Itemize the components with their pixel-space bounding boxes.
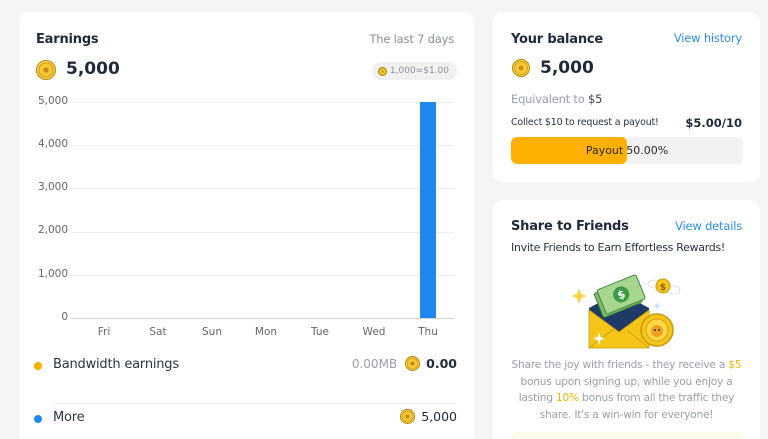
equivalent-label: Equivalent to xyxy=(511,92,585,106)
legend-label: More xyxy=(53,410,85,425)
share-card: Share to Friends View details Invite Fri… xyxy=(493,200,760,439)
share-description: Share the joy with friends - they receiv… xyxy=(507,357,746,423)
coin-icon xyxy=(512,59,530,77)
coin-icon xyxy=(405,356,421,371)
coin-icon xyxy=(36,60,56,80)
desc-highlight: $5 xyxy=(728,359,742,371)
gridline xyxy=(71,145,454,146)
svg-text:$: $ xyxy=(615,287,627,302)
earnings-total: 5,000 xyxy=(66,59,120,79)
share-subtitle: Invite Friends to Earn Effortless Reward… xyxy=(511,241,725,254)
earnings-title: Earnings xyxy=(36,32,99,47)
earnings-card: Earnings The last 7 days 5,000 1,000=$1.… xyxy=(19,12,474,439)
equivalent-value: $5 xyxy=(588,92,603,106)
progress-ratio: $5.00/10 xyxy=(685,116,742,130)
balance-total: 5,000 xyxy=(540,58,594,78)
legend-value: 0.00 xyxy=(426,356,457,371)
x-tick: Sat xyxy=(149,326,167,338)
desc-highlight: 10% xyxy=(556,392,579,404)
balance-title: Your balance xyxy=(511,32,604,47)
divider xyxy=(53,403,455,404)
view-history-link[interactable]: View history xyxy=(673,31,742,45)
view-details-link[interactable]: View details xyxy=(675,219,742,233)
desc-text: bonus from all the traffic they share. I… xyxy=(539,392,735,421)
desc-text: bonus upon signing up, while you enjoy a… xyxy=(518,375,733,405)
payout-progress-fill xyxy=(511,137,627,164)
bar-thu[interactable] xyxy=(420,102,436,318)
payout-progress-label: Payout 50.00% xyxy=(511,137,743,164)
gridline xyxy=(71,275,454,276)
legend-value: 5,000 xyxy=(421,409,457,424)
svg-text:$: $ xyxy=(660,283,666,293)
equivalent-text: Equivalent to $5 xyxy=(511,92,602,106)
gridline xyxy=(71,188,454,189)
balance-card: Your balance View history 5,000 Equivale… xyxy=(493,12,760,182)
x-tick: Thu xyxy=(418,326,438,338)
y-tick: 1,000 xyxy=(37,268,68,280)
y-tick: 5,000 xyxy=(37,95,68,107)
gridline xyxy=(71,102,454,103)
payout-progress-bar: Payout 50.00% xyxy=(511,137,743,164)
earnings-bar-chart: 5,000 4,000 3,000 2,000 1,000 0 Fri Sat … xyxy=(19,92,474,352)
legend-label: Bandwidth earnings xyxy=(53,357,179,372)
x-tick: Mon xyxy=(254,326,278,338)
x-axis-line xyxy=(71,318,454,319)
x-tick: Tue xyxy=(311,326,329,338)
progress-percent: 50.00% xyxy=(626,144,669,157)
y-tick: 4,000 xyxy=(37,138,68,150)
share-title: Share to Friends xyxy=(511,219,629,234)
legend-dot-bandwidth xyxy=(34,362,42,370)
y-tick: 0 xyxy=(61,311,68,323)
progress-label-text: Payout xyxy=(585,144,624,157)
exchange-rate-badge: 1,000=$1.00 xyxy=(371,62,457,80)
period-selector[interactable]: The last 7 days xyxy=(369,32,454,46)
x-tick: Sun xyxy=(202,326,222,338)
share-action-banner[interactable] xyxy=(511,432,743,439)
envelope-money-illustration: $ $ xyxy=(571,274,681,349)
desc-text: Share the joy with friends - they receiv… xyxy=(511,359,726,371)
gridline xyxy=(71,232,454,233)
x-tick: Fri xyxy=(97,326,111,338)
legend-row-bandwidth: Bandwidth earnings 0.00MB 0.00 xyxy=(19,350,474,380)
exchange-rate-text: 1,000=$1.00 xyxy=(389,66,449,76)
x-tick: Wed xyxy=(362,326,386,338)
legend-dot-more xyxy=(34,415,42,423)
y-tick: 2,000 xyxy=(37,224,68,236)
y-tick: 3,000 xyxy=(37,181,68,193)
coin-icon xyxy=(400,409,416,424)
legend-row-more: More 5,000 xyxy=(19,403,474,433)
bandwidth-usage: 0.00MB xyxy=(351,356,398,371)
collect-hint: Collect $10 to request a payout! xyxy=(511,117,659,128)
coin-icon xyxy=(377,66,387,76)
